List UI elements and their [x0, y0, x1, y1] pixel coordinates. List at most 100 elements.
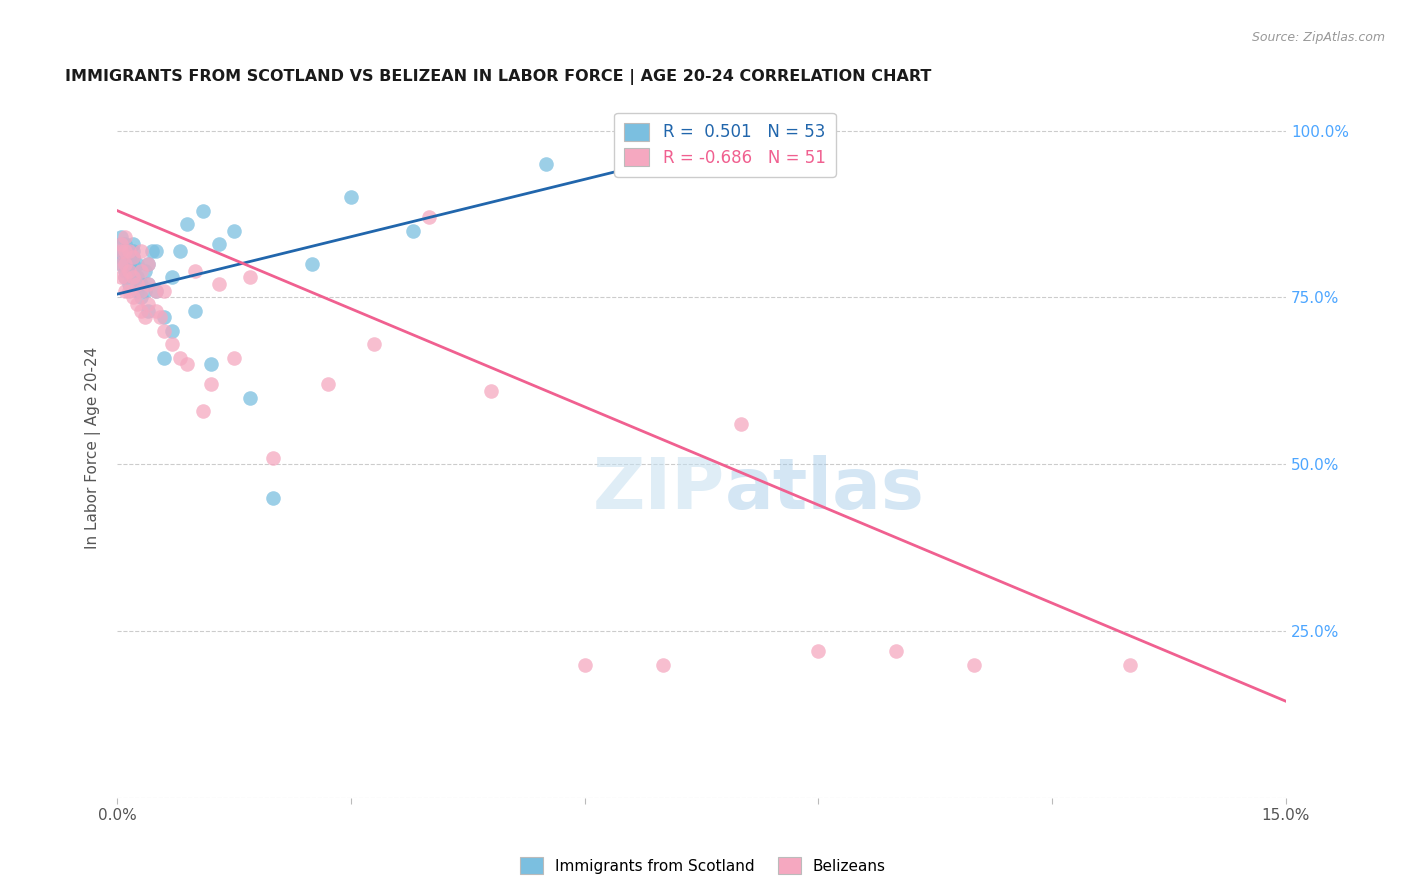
Point [534, 157, 557, 171]
Point [191, 404, 214, 418]
Point [129, 277, 152, 291]
Point [169, 351, 191, 365]
Point [239, 270, 262, 285]
Point [418, 211, 440, 225]
Point [129, 290, 152, 304]
Point [110, 230, 132, 244]
Point [129, 244, 152, 258]
Point [118, 244, 141, 258]
Point [129, 284, 152, 298]
Point [963, 657, 986, 672]
Point [114, 251, 136, 265]
Point [207, 237, 229, 252]
Text: ZIP: ZIP [593, 455, 725, 524]
Text: Source: ZipAtlas.com: Source: ZipAtlas.com [1251, 31, 1385, 45]
Point [134, 310, 156, 325]
Point [262, 491, 284, 505]
Point [114, 244, 136, 258]
Point [239, 391, 262, 405]
Point [110, 244, 132, 258]
Point [340, 190, 363, 204]
Point [118, 251, 141, 265]
Point [118, 284, 141, 298]
Point [149, 310, 172, 325]
Point [145, 303, 167, 318]
Point [807, 644, 830, 658]
Point [134, 264, 156, 278]
Point [730, 417, 752, 432]
Point [114, 230, 136, 244]
Point [121, 257, 143, 271]
Text: IMMIGRANTS FROM SCOTLAND VS BELIZEAN IN LABOR FORCE | AGE 20-24 CORRELATION CHAR: IMMIGRANTS FROM SCOTLAND VS BELIZEAN IN … [65, 69, 931, 85]
Text: atlas: atlas [725, 455, 925, 524]
Point [176, 217, 198, 231]
Point [160, 337, 183, 351]
Point [363, 337, 385, 351]
Point [574, 657, 596, 672]
Point [402, 224, 425, 238]
Point [118, 264, 141, 278]
Point [176, 357, 198, 371]
Point [118, 277, 141, 291]
Point [262, 450, 284, 465]
Point [110, 251, 132, 265]
Point [153, 310, 176, 325]
Point [118, 264, 141, 278]
Point [129, 303, 152, 318]
Point [138, 297, 160, 311]
Point [114, 284, 136, 298]
Point [110, 257, 132, 271]
Point [479, 384, 502, 398]
Point [224, 351, 246, 365]
Point [169, 244, 191, 258]
Point [118, 257, 141, 271]
Legend: R =  0.501   N = 53, R = -0.686   N = 51: R = 0.501 N = 53, R = -0.686 N = 51 [614, 112, 835, 177]
Point [138, 257, 160, 271]
Legend: Immigrants from Scotland, Belizeans: Immigrants from Scotland, Belizeans [515, 851, 891, 880]
Point [129, 264, 152, 278]
Point [153, 324, 176, 338]
Point [114, 270, 136, 285]
Point [224, 224, 246, 238]
Point [125, 277, 148, 291]
Point [153, 351, 176, 365]
Point [184, 264, 207, 278]
Point [153, 284, 176, 298]
Point [114, 257, 136, 271]
Point [651, 657, 673, 672]
Point [160, 324, 183, 338]
Point [145, 244, 167, 258]
Point [121, 290, 143, 304]
Point [145, 284, 167, 298]
Point [110, 244, 132, 258]
Point [184, 303, 207, 318]
Point [125, 257, 148, 271]
Point [121, 237, 143, 252]
Point [114, 270, 136, 285]
Point [138, 277, 160, 291]
Point [114, 237, 136, 252]
Point [125, 270, 148, 285]
Point [118, 244, 141, 258]
Point [114, 257, 136, 271]
Point [200, 357, 222, 371]
Point [316, 377, 339, 392]
Point [690, 144, 713, 158]
Point [301, 257, 323, 271]
Point [200, 377, 222, 392]
Point [886, 644, 908, 658]
Point [114, 244, 136, 258]
Point [110, 257, 132, 271]
Point [121, 251, 143, 265]
Point [207, 277, 229, 291]
Point [125, 284, 148, 298]
Point [125, 297, 148, 311]
Point [121, 244, 143, 258]
Point [110, 270, 132, 285]
Point [1119, 657, 1142, 672]
Point [121, 270, 143, 285]
Point [114, 244, 136, 258]
Point [138, 277, 160, 291]
Point [160, 270, 183, 285]
Y-axis label: In Labor Force | Age 20-24: In Labor Force | Age 20-24 [86, 346, 101, 549]
